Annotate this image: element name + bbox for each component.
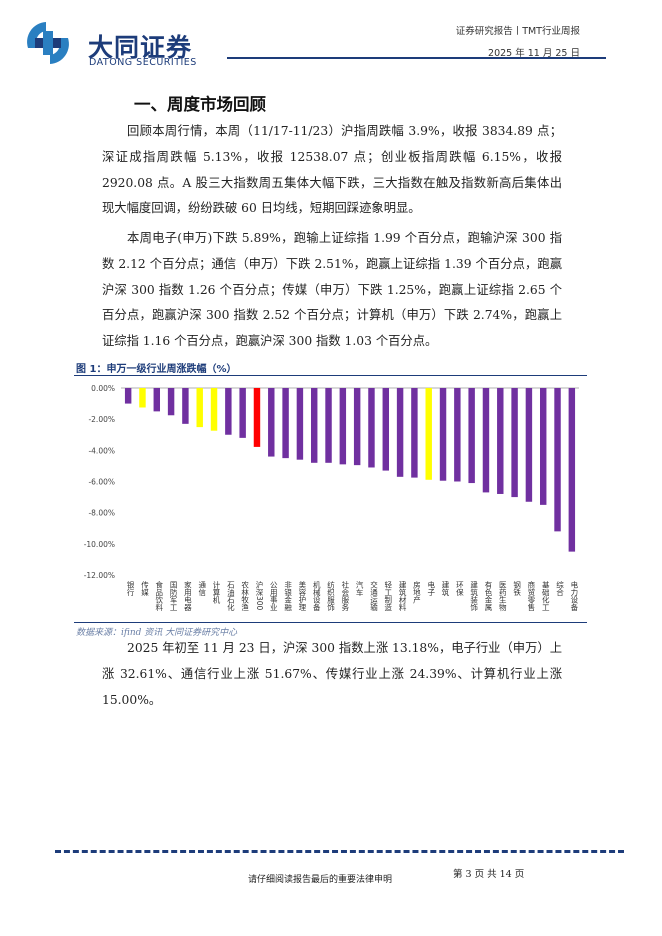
- y-tick-label: -8.00%: [88, 509, 115, 518]
- bar-28: [511, 388, 518, 498]
- bar-26: [482, 388, 490, 493]
- paragraph-sector-performance: 本周电子(申万)下跌 5.89%，跑输上证综指 1.99 个百分点，跑输沪深 3…: [102, 231, 562, 349]
- bar-14: [310, 388, 318, 463]
- figure-source: 数据来源：ifind 资讯 大同证券研究中心: [76, 628, 238, 638]
- bar-5: [182, 388, 189, 424]
- x-tick-label: 农林牧渔: [240, 580, 249, 612]
- x-tick-label: 基础化工: [541, 580, 550, 612]
- x-tick-label: 建筑装饰: [469, 580, 478, 613]
- bar-31: [554, 388, 561, 532]
- x-tick-label: 综合: [555, 580, 564, 598]
- x-tick-label: 交通运输: [369, 580, 378, 613]
- x-tick-label: 非银金融: [283, 580, 292, 613]
- x-tick-label: 家用电器: [183, 580, 192, 613]
- x-tick-label: 电子: [426, 580, 435, 597]
- bar-27: [497, 388, 504, 494]
- bar-24: [454, 388, 461, 482]
- bar-9: [239, 388, 246, 438]
- bar-29: [525, 388, 533, 502]
- bar-1: [124, 388, 132, 404]
- x-tick-label: 医药生物: [498, 581, 507, 613]
- paragraph-ytd: 2025 年初至 11 月 23 日，沪深 300 指数上涨 13.18%，电子…: [102, 641, 562, 707]
- logo-name-cn: 大同证券: [88, 33, 193, 62]
- figure-title: 图 1：申万一级行业周涨跌幅（%）: [76, 364, 237, 375]
- bar-15: [325, 388, 332, 463]
- x-tick-label: 纺织服饰: [326, 580, 335, 613]
- bar-19: [382, 388, 390, 471]
- y-tick-label: -6.00%: [88, 478, 115, 487]
- bar-22: [425, 388, 432, 480]
- bar-7: [210, 388, 218, 431]
- bar-30: [539, 388, 547, 505]
- x-tick-label: 计算机: [212, 580, 221, 605]
- x-tick-label: 钢铁: [512, 580, 521, 598]
- logo-name-en: DATONG SECURITIES: [89, 57, 197, 68]
- bar-8: [225, 388, 232, 435]
- bar-6: [196, 388, 203, 428]
- x-tick-label: 有色金属: [484, 580, 493, 613]
- footer-divider: [55, 850, 624, 853]
- bar-2: [139, 388, 146, 408]
- report-date: 2025 年 11 月 25 日: [488, 48, 580, 59]
- bar-16: [339, 388, 347, 465]
- bar-25: [468, 388, 475, 484]
- figure-top-rule: [74, 375, 587, 376]
- x-tick-label: 建筑: [441, 580, 450, 598]
- header-meta: 证券研究报告丨TMT行业周报 2025 年 11 月 25 日: [456, 23, 580, 59]
- bar-20: [396, 388, 404, 477]
- x-tick-label: 石油石化: [226, 581, 235, 613]
- x-tick-label: 食品饮料: [155, 580, 164, 613]
- header-divider: [227, 57, 606, 59]
- bar-21: [411, 388, 418, 478]
- paragraph-market-review: 回顾本周行情，本周（11/17-11/23）沪指周跌幅 3.9%，收报 3834…: [102, 124, 562, 216]
- x-tick-label: 传媒: [140, 580, 149, 598]
- bar-23: [439, 388, 447, 481]
- bar-4: [167, 388, 175, 416]
- footer-disclaimer: 请仔细阅读报告最后的重要法律申明: [248, 875, 393, 885]
- x-tick-label: 建筑材料: [398, 580, 407, 613]
- x-tick-label: 轻工制造: [384, 580, 393, 613]
- x-tick-label: 美容护理: [298, 580, 307, 612]
- section-title: 一、周度市场回顾: [134, 95, 266, 114]
- x-tick-label: 电力设备: [570, 580, 579, 613]
- page-number: 第 3 页 共 14 页: [453, 869, 525, 880]
- datong-logo-icon: [27, 22, 69, 64]
- x-tick-label: 房地产: [412, 580, 421, 605]
- x-tick-label: 机械设备: [312, 580, 321, 613]
- y-tick-label: -2.00%: [88, 415, 115, 424]
- bar-11: [268, 388, 275, 457]
- report-type: 证券研究报告丨TMT行业周报: [455, 26, 580, 37]
- bar-18: [368, 388, 375, 468]
- company-logo: 大同证券 DATONG SECURITIES: [22, 18, 202, 68]
- x-tick-label: 汽车: [355, 580, 364, 598]
- industry-weekly-change-chart: 0.00% -2.00% -4.00% -6.00% -8.00% -10.00% -12.…: [84, 384, 579, 613]
- x-tick-label: 环保: [455, 581, 464, 598]
- y-tick-label: -12.00%: [84, 571, 115, 580]
- bar-32: [568, 388, 576, 552]
- x-tick-label: 社会服务: [341, 580, 350, 613]
- x-tick-label: 公用事业: [269, 581, 278, 611]
- x-tick-label: 商贸零售: [527, 580, 536, 613]
- bar-12: [282, 388, 289, 459]
- x-tick-label: 国防军工: [169, 581, 178, 612]
- y-tick-label: 0.00%: [91, 384, 115, 393]
- bar-3: [153, 388, 161, 412]
- bar-13: [296, 388, 304, 460]
- x-tick-label: 银行: [126, 581, 135, 598]
- bar-10: [253, 388, 261, 447]
- bar-17: [353, 388, 361, 466]
- y-tick-label: -10.00%: [84, 540, 115, 549]
- figure-bottom-rule: [74, 622, 587, 623]
- x-tick-label: 通信: [197, 580, 206, 598]
- y-tick-label: -4.00%: [88, 446, 115, 455]
- x-tick-label: 沪深300: [255, 580, 264, 611]
